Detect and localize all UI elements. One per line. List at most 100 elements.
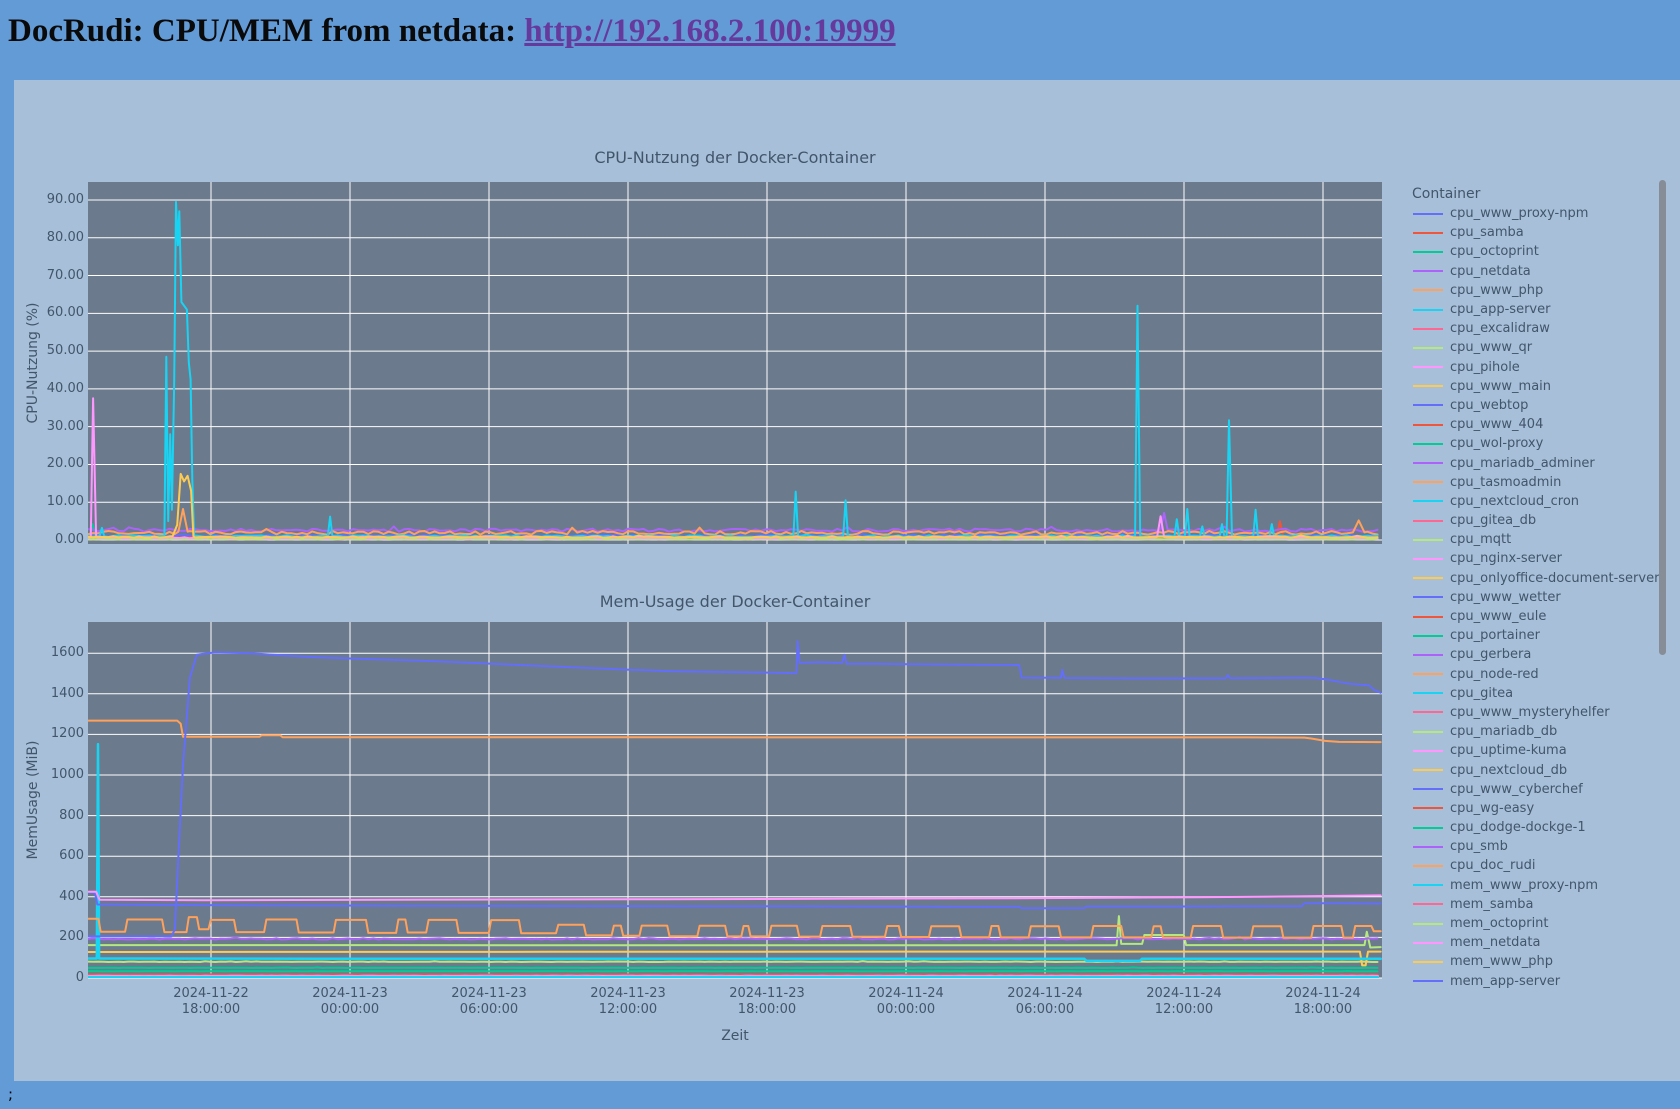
series-line-mem_lightgreen_160 [88, 915, 1382, 949]
legend-entry-cpu_www_php[interactable]: cpu_www_php [1413, 281, 1659, 300]
legend-entry-cpu_dodge-dockge-1[interactable]: cpu_dodge-dockge-1 [1413, 818, 1659, 837]
legend-swatch [1413, 960, 1443, 963]
legend-entry-cpu_www_eule[interactable]: cpu_www_eule [1413, 607, 1659, 626]
legend-entry-cpu_netdata[interactable]: cpu_netdata [1413, 262, 1659, 281]
legend-entry-cpu_www_proxy-npm[interactable]: cpu_www_proxy-npm [1413, 204, 1659, 223]
netdata-link[interactable]: http://192.168.2.100:19999 [524, 13, 896, 49]
x-tick-label: 2024-11-24 18:00:00 [1285, 986, 1361, 1017]
legend-entry-mem_octoprint[interactable]: mem_octoprint [1413, 914, 1659, 933]
legend-entry-cpu_pihole[interactable]: cpu_pihole [1413, 358, 1659, 377]
legend-entry-cpu_nginx-server[interactable]: cpu_nginx-server [1413, 549, 1659, 568]
legend-entry-cpu_mariadb_adminer[interactable]: cpu_mariadb_adminer [1413, 453, 1659, 472]
x-tick-label: 2024-11-24 00:00:00 [868, 986, 944, 1017]
legend-entry-cpu_samba[interactable]: cpu_samba [1413, 223, 1659, 242]
y-tick-label: 0.00 [55, 532, 84, 547]
legend-entry-cpu_smb[interactable]: cpu_smb [1413, 837, 1659, 856]
y-tick-label: 80.00 [46, 229, 84, 245]
legend-entry-cpu_webtop[interactable]: cpu_webtop [1413, 396, 1659, 415]
legend-entry-label: cpu_www_mysteryhelfer [1450, 704, 1610, 720]
legend-entry-mem_www_proxy-npm[interactable]: mem_www_proxy-npm [1413, 876, 1659, 895]
legend-swatch [1413, 807, 1443, 810]
series-line-mem_orange_flat [88, 719, 1382, 744]
y-tick-label: 800 [59, 807, 84, 823]
mem-chart-plot[interactable] [88, 622, 1382, 979]
series-line-mem_orange_steps [88, 916, 1382, 939]
legend-swatch [1413, 462, 1443, 465]
legend-swatch [1413, 845, 1443, 848]
legend-entry-cpu_portainer[interactable]: cpu_portainer [1413, 626, 1659, 645]
x-axis-title: Zeit [721, 1028, 749, 1044]
legend-entry-cpu_excalidraw[interactable]: cpu_excalidraw [1413, 319, 1659, 338]
legend-entry-cpu_www_404[interactable]: cpu_www_404 [1413, 415, 1659, 434]
y-tick-label: 1400 [50, 685, 84, 701]
legend-entry-cpu_nextcloud_db[interactable]: cpu_nextcloud_db [1413, 760, 1659, 779]
legend-swatch [1413, 423, 1443, 426]
legend-entry-cpu_mariadb_db[interactable]: cpu_mariadb_db [1413, 722, 1659, 741]
legend-swatch [1413, 788, 1443, 791]
plot-area[interactable] [88, 182, 1382, 544]
series-line-mem_netdata [88, 890, 1382, 902]
legend-entry-cpu_octoprint[interactable]: cpu_octoprint [1413, 242, 1659, 261]
x-tick-label: 2024-11-23 06:00:00 [451, 986, 527, 1017]
legend-entry-cpu_node-red[interactable]: cpu_node-red [1413, 665, 1659, 684]
legend-entry-cpu_www_wetter[interactable]: cpu_www_wetter [1413, 588, 1659, 607]
legend-entry-label: cpu_wol-proxy [1450, 436, 1544, 452]
legend-entry-mem_app-server[interactable]: mem_app-server [1413, 972, 1659, 991]
legend-entry-mem_www_php[interactable]: mem_www_php [1413, 952, 1659, 971]
series-line-mem_green_upper [88, 966, 1379, 969]
legend-entry-label: cpu_gerbera [1450, 647, 1532, 663]
legend-swatch [1413, 922, 1443, 925]
legend-entry-label: cpu_netdata [1450, 263, 1531, 279]
legend-entry-label: mem_www_proxy-npm [1450, 877, 1599, 893]
x-tick-label: 2024-11-23 12:00:00 [590, 986, 666, 1017]
legend-entry-cpu_mqtt[interactable]: cpu_mqtt [1413, 530, 1659, 549]
legend-entry-label: cpu_www_main [1450, 378, 1552, 394]
legend-entry-cpu_app-server[interactable]: cpu_app-server [1413, 300, 1659, 319]
legend-entry-cpu_tasmoadmin[interactable]: cpu_tasmoadmin [1413, 473, 1659, 492]
legend-entry-cpu_wol-proxy[interactable]: cpu_wol-proxy [1413, 434, 1659, 453]
legend-entry-label: cpu_tasmoadmin [1450, 474, 1562, 490]
legend-entry-cpu_www_main[interactable]: cpu_www_main [1413, 377, 1659, 396]
legend-swatch [1413, 692, 1443, 695]
legend-swatch [1413, 327, 1443, 330]
legend-swatch [1413, 385, 1443, 388]
legend-entry-cpu_doc_rudi[interactable]: cpu_doc_rudi [1413, 856, 1659, 875]
legend-entry-cpu_onlyoffice-document-server[interactable]: cpu_onlyoffice-document-server [1413, 569, 1659, 588]
legend-swatch [1413, 980, 1443, 983]
legend-entry-label: cpu_pihole [1450, 359, 1520, 375]
legend-entry-label: cpu_mariadb_db [1450, 724, 1558, 740]
legend-swatch [1413, 557, 1443, 560]
legend-entry-cpu_www_cyberchef[interactable]: cpu_www_cyberchef [1413, 780, 1659, 799]
legend-entry-label: cpu_nginx-server [1450, 551, 1563, 567]
legend-entry-cpu_gitea[interactable]: cpu_gitea [1413, 684, 1659, 703]
legend-swatch [1413, 481, 1443, 484]
legend-swatch [1413, 596, 1443, 599]
legend-entry-label: cpu_www_qr [1450, 340, 1533, 356]
plot-area[interactable] [88, 622, 1382, 978]
page-title: DocRudi: CPU/MEM from netdata: http://19… [8, 13, 896, 50]
legend-entry-label: cpu_wg-easy [1450, 800, 1535, 816]
legend-entry-label: cpu_doc_rudi [1450, 858, 1536, 874]
legend-entry-cpu_gitea_db[interactable]: cpu_gitea_db [1413, 511, 1659, 530]
legend-entry-label: cpu_gitea [1450, 685, 1514, 701]
legend-swatch [1413, 404, 1443, 407]
legend-swatch [1413, 250, 1443, 253]
cpu-chart-plot[interactable] [88, 182, 1382, 544]
legend-swatch [1413, 903, 1443, 906]
legend-entry-label: mem_samba [1450, 896, 1534, 912]
legend-entry-mem_samba[interactable]: mem_samba [1413, 895, 1659, 914]
series-line-mem_octoprint [88, 960, 1379, 963]
legend-entry-cpu_www_mysteryhelfer[interactable]: cpu_www_mysteryhelfer [1413, 703, 1659, 722]
series-line-cpu_www_main [88, 472, 1379, 539]
scrollbar-thumb[interactable] [1659, 180, 1666, 655]
legend-entry-cpu_www_qr[interactable]: cpu_www_qr [1413, 338, 1659, 357]
legend-entry-mem_netdata[interactable]: mem_netdata [1413, 933, 1659, 952]
legend-entry-cpu_uptime-kuma[interactable]: cpu_uptime-kuma [1413, 741, 1659, 760]
cpu-y-axis-title: CPU-Nutzung (%) [25, 302, 41, 424]
legend-entry-cpu_nextcloud_cron[interactable]: cpu_nextcloud_cron [1413, 492, 1659, 511]
legend-entry-label: mem_www_php [1450, 954, 1553, 970]
series-line-cpu_www_qr [88, 537, 1379, 541]
legend-entry-cpu_gerbera[interactable]: cpu_gerbera [1413, 645, 1659, 664]
legend-entry-cpu_wg-easy[interactable]: cpu_wg-easy [1413, 799, 1659, 818]
cpu-chart-title: CPU-Nutzung der Docker-Container [594, 148, 876, 167]
